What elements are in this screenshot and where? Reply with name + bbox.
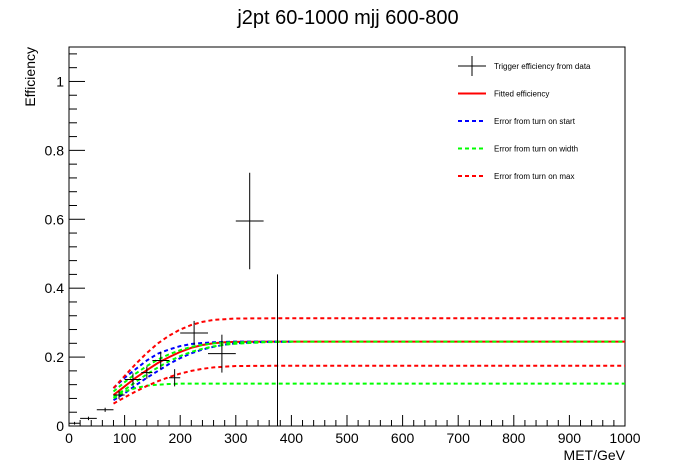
fitted-curve — [112, 340, 625, 396]
data-points — [69, 172, 292, 427]
x-tick-label: 200 — [169, 430, 193, 446]
y-axis-label: Efficiency — [22, 47, 38, 107]
data-point — [180, 320, 208, 346]
error-curve — [112, 317, 625, 389]
data-point — [113, 390, 125, 400]
data-point — [208, 334, 236, 373]
y-tick-label: 0.4 — [45, 280, 65, 296]
legend-label: Fitted efficiency — [494, 90, 549, 99]
legend-item: Trigger efficiency from data — [458, 56, 591, 76]
plot-frame — [68, 46, 626, 427]
y-tick-label: 0.8 — [45, 142, 65, 158]
x-tick-label: 900 — [558, 430, 582, 446]
x-tick-label: 100 — [113, 430, 137, 446]
chart-title: j2pt 60-1000 mjj 600-800 — [236, 7, 458, 29]
legend-label: Error from turn on max — [494, 172, 574, 181]
data-point — [235, 172, 264, 270]
legend-item: Error from turn on width — [458, 145, 578, 154]
data-point — [124, 373, 142, 386]
x-axis: 0 100 200 300 400 500 600 700 800 900 1000 — [65, 415, 641, 446]
x-tick-label: 600 — [391, 430, 415, 446]
x-axis-label: MET/GeV — [564, 447, 626, 463]
data-point — [69, 421, 81, 425]
legend-label: Trigger efficiency from data — [494, 62, 591, 71]
x-tick-label: 1000 — [609, 430, 640, 446]
legend-item: Fitted efficiency — [458, 90, 549, 99]
x-tick-label: 500 — [335, 430, 359, 446]
data-point — [141, 366, 153, 379]
error-curve — [112, 340, 292, 402]
data-point — [169, 369, 181, 387]
y-tick-label: 0.2 — [45, 349, 65, 365]
legend: Trigger efficiency from data Fitted effic… — [458, 56, 591, 181]
data-point — [80, 416, 97, 421]
data-point — [263, 274, 292, 427]
error-curve — [113, 364, 625, 405]
y-tick-label: 0 — [56, 418, 64, 434]
x-tick-label: 0 — [65, 430, 73, 446]
legend-label: Error from turn on width — [494, 145, 578, 154]
x-tick-label: 700 — [447, 430, 471, 446]
x-tick-label: 400 — [280, 430, 304, 446]
y-axis: 0 0.2 0.4 0.6 0.8 1 — [45, 53, 85, 434]
x-tick-label: 800 — [502, 430, 526, 446]
legend-item: Error from turn on max — [458, 172, 574, 181]
legend-item: Error from turn on start — [458, 117, 576, 126]
x-tick-label: 300 — [224, 430, 248, 446]
y-tick-label: 0.6 — [45, 211, 65, 227]
legend-label: Error from turn on start — [494, 117, 576, 126]
y-tick-label: 1 — [56, 73, 64, 89]
error-curve — [112, 340, 625, 393]
data-point — [96, 407, 114, 412]
error-curve — [112, 340, 292, 398]
error-curve — [112, 382, 625, 400]
series-layer — [112, 317, 625, 405]
data-point — [152, 351, 170, 370]
